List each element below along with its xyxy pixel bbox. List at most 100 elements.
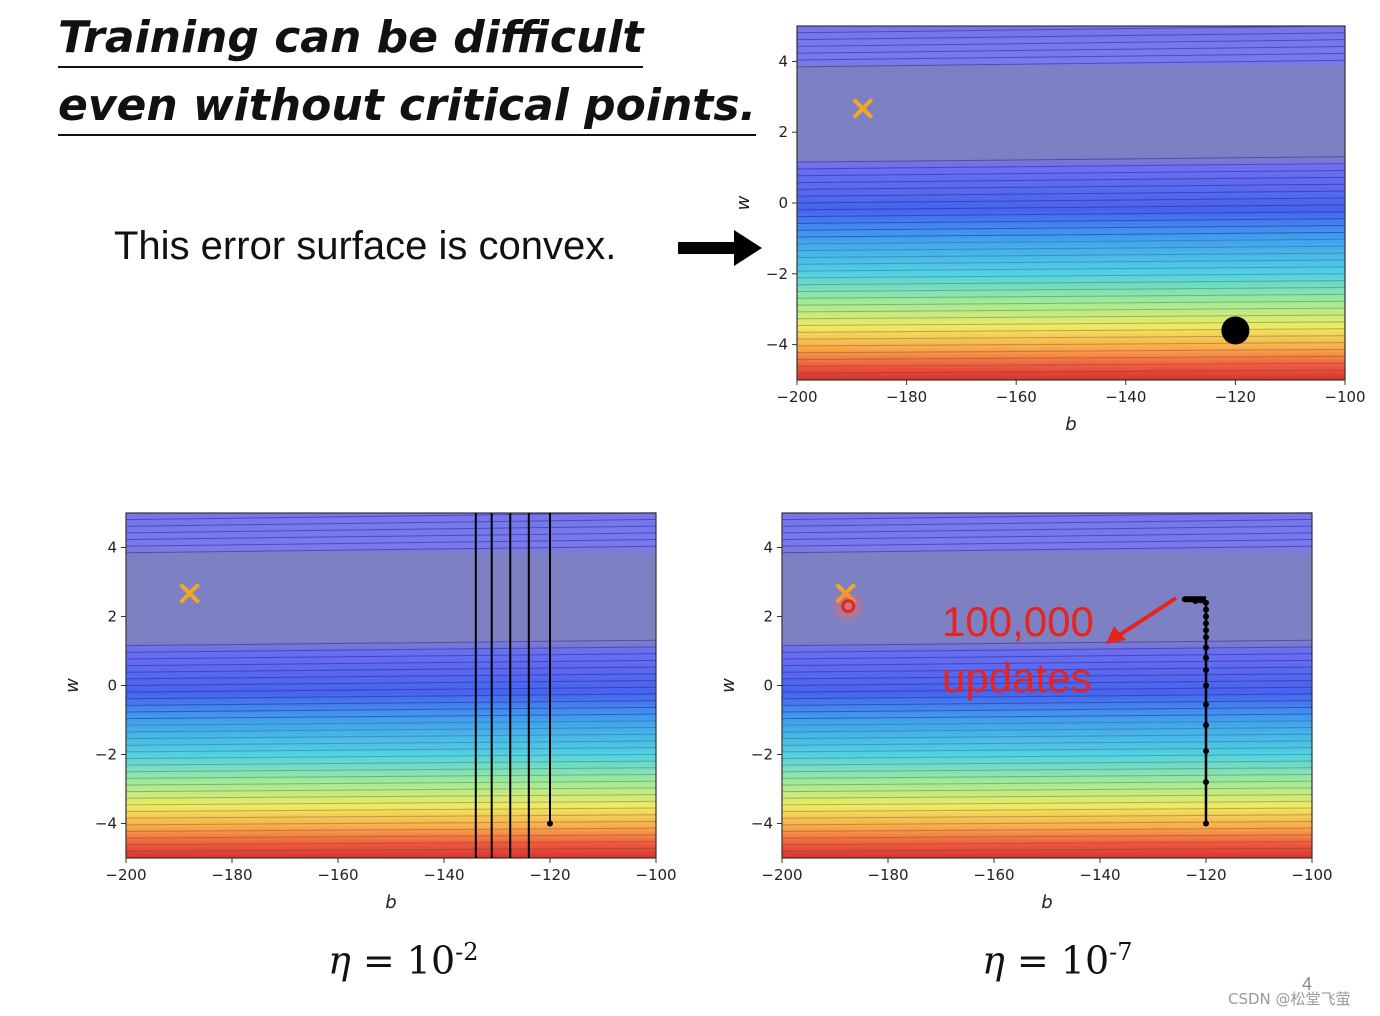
annotation-label: updates	[942, 654, 1092, 701]
y-tick-label: −4	[766, 336, 788, 354]
optimum-stroke	[852, 98, 874, 119]
contour-line	[125, 733, 657, 740]
contour-line	[781, 693, 1313, 700]
contour-line	[125, 794, 657, 799]
contour-line	[781, 733, 1313, 740]
contour-line	[781, 740, 1313, 746]
contour-line	[125, 512, 657, 521]
contour-line	[125, 780, 657, 786]
contour-line	[781, 780, 1313, 786]
annotation-count: 100,000	[942, 598, 1094, 645]
contour-line	[125, 726, 657, 733]
contour-line	[781, 532, 1313, 541]
x-tick-label: −200	[776, 388, 817, 406]
contour-line	[796, 348, 1346, 354]
contour-line	[796, 52, 1346, 61]
contour-line	[125, 686, 657, 693]
contour-line	[125, 720, 657, 726]
y-tick-label: 4	[763, 539, 773, 557]
y-tick-label: 2	[107, 608, 117, 626]
slide-title-line-1: Training can be difficult	[58, 16, 644, 68]
path-point	[1203, 634, 1209, 641]
contour-line	[125, 646, 657, 653]
contour-lines	[781, 512, 1313, 852]
y-tick-label: 4	[107, 539, 117, 557]
gd-path	[1181, 596, 1209, 827]
contour-line	[125, 700, 657, 706]
learning-rate-caption-left: η = 10-2	[328, 938, 479, 983]
contour-line	[125, 787, 657, 793]
updates-annotation: 100,000 updates	[942, 594, 1094, 706]
contour-line	[796, 32, 1346, 41]
path-point	[1203, 654, 1209, 661]
annotation-arrow-icon	[1106, 596, 1178, 644]
contour-line	[781, 794, 1313, 799]
contour-line	[796, 252, 1346, 258]
contour-line	[125, 713, 657, 720]
y-tick-label: 0	[778, 194, 788, 212]
contour-line	[125, 807, 657, 813]
eta-symbol: η	[328, 938, 351, 983]
y-tick-label: −2	[766, 265, 788, 283]
contour-line	[125, 773, 657, 779]
eta-symbol: η	[982, 938, 1005, 983]
contour-line	[781, 847, 1313, 852]
contour-line	[125, 753, 657, 759]
contour-line	[781, 767, 1313, 773]
right-arrow-icon	[678, 230, 762, 266]
y-tick-label: 0	[107, 677, 117, 695]
contour-line	[781, 760, 1313, 766]
contour-line	[781, 666, 1313, 673]
contour-line	[781, 713, 1313, 720]
x-tick-label: −100	[1291, 866, 1332, 884]
start-point	[1221, 316, 1250, 345]
contour-line	[796, 273, 1346, 279]
path-point	[1203, 779, 1209, 786]
eta-equals: = 10	[1004, 938, 1110, 983]
path-point	[1203, 606, 1209, 613]
gd-path	[474, 513, 553, 858]
x-tick-label: −160	[996, 388, 1037, 406]
contour-line	[781, 807, 1313, 813]
x-tick-label: −200	[105, 866, 146, 884]
y-tick-label: 2	[778, 123, 788, 141]
contour-line	[796, 362, 1346, 367]
contour-line	[125, 639, 657, 647]
contour-line	[781, 787, 1313, 793]
path-point	[1203, 644, 1209, 651]
contour-line	[125, 747, 657, 753]
contour-line	[796, 204, 1346, 211]
y-tick-label: 2	[763, 608, 773, 626]
contour-line	[125, 800, 657, 806]
contour-line	[781, 726, 1313, 733]
contour-line	[781, 639, 1313, 647]
lr-small-chart: −200 −180 −160 −140 −120 −100 −4 −2 0 2 4 b w	[718, 512, 1333, 913]
contour-line	[796, 293, 1346, 299]
x-tick-label: −180	[886, 388, 927, 406]
y-axis-label: w	[718, 678, 739, 693]
contour-line	[796, 314, 1346, 320]
contour-line	[796, 197, 1346, 204]
contour-line	[796, 266, 1346, 272]
contour-line	[796, 211, 1346, 218]
contour-line	[125, 525, 657, 534]
end-point-glow	[830, 588, 867, 625]
contour-line	[781, 720, 1313, 726]
y-tick-label: −4	[751, 815, 773, 833]
contour-line	[796, 190, 1346, 197]
x-tick-label: −140	[423, 866, 464, 884]
loss-surface	[782, 513, 1312, 858]
contour-line	[781, 747, 1313, 753]
contour-line	[125, 659, 657, 667]
path-point	[1203, 620, 1209, 627]
x-axis-label: b	[1041, 892, 1052, 913]
x-axis-label: b	[1065, 414, 1076, 435]
slide-title-line-2: even without critical points.	[58, 84, 757, 136]
contour-line	[781, 659, 1313, 667]
contour-line	[796, 156, 1346, 163]
contour-line	[125, 760, 657, 766]
contour-lines	[796, 25, 1346, 374]
y-axis-label: w	[62, 678, 83, 693]
contour-line	[796, 238, 1346, 245]
contour-line	[125, 666, 657, 673]
